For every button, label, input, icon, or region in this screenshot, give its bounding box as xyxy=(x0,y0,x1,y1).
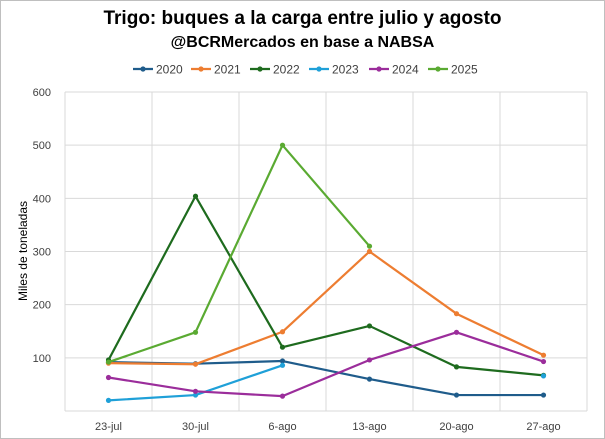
y-tick-label-500: 500 xyxy=(33,140,51,152)
series-2025 xyxy=(105,142,373,365)
data-point-2024-20-ago xyxy=(453,329,460,335)
y-tick-label-300: 300 xyxy=(33,247,51,259)
data-point-2024-30-jul xyxy=(192,388,199,394)
data-point-2025-6-ago xyxy=(279,142,286,148)
data-point-2022-13-ago xyxy=(366,323,373,329)
x-tick-label-23-jul: 23-jul xyxy=(95,421,122,433)
series-lines xyxy=(105,142,547,403)
legend-marker-2021 xyxy=(198,66,204,72)
data-point-2024-23-jul xyxy=(105,374,112,381)
legend-label-2023: 2023 xyxy=(332,63,359,77)
data-point-2025-13-ago xyxy=(366,243,373,249)
legend-marker-2020 xyxy=(140,66,146,72)
x-tick-label-6-ago: 6-ago xyxy=(268,421,296,433)
y-tick-label-600: 600 xyxy=(33,87,51,99)
legend-item-2022: 2022 xyxy=(250,63,300,77)
legend-marker-2024 xyxy=(376,66,382,72)
x-tick-label-13-ago: 13-ago xyxy=(352,421,386,433)
legend-label-2024: 2024 xyxy=(392,63,419,77)
data-point-2021-30-jul xyxy=(192,361,199,367)
x-tick-label-27-ago: 27-ago xyxy=(526,421,560,433)
data-point-2020-6-ago xyxy=(279,358,286,364)
legend-marker-2023 xyxy=(316,66,322,72)
data-point-2022-30-jul xyxy=(192,193,199,199)
chart-title: Trigo: buques a la carga entre julio y a… xyxy=(103,8,502,29)
data-point-2021-20-ago xyxy=(453,311,460,317)
data-point-2022-6-ago xyxy=(279,344,286,350)
series-line-2025-0 xyxy=(108,144,371,364)
series-line-2021-0 xyxy=(108,250,544,366)
y-axis-label: Miles de toneladas xyxy=(16,201,30,301)
legend: 2020 2021 2022 2023 2024 2025 xyxy=(133,63,478,77)
data-point-2021-6-ago xyxy=(279,329,286,335)
data-point-2025-23-jul xyxy=(105,359,112,365)
data-point-2022-20-ago xyxy=(453,364,460,370)
y-tick-label-100: 100 xyxy=(33,353,51,365)
legend-item-2024: 2024 xyxy=(369,63,419,77)
x-tick-label-20-ago: 20-ago xyxy=(439,421,473,433)
legend-item-2020: 2020 xyxy=(133,63,183,77)
data-point-2025-30-jul xyxy=(192,329,199,335)
data-point-2023-27-ago xyxy=(540,373,547,379)
data-point-2023-23-jul xyxy=(105,397,112,403)
data-point-2020-27-ago xyxy=(540,392,547,398)
data-point-2024-13-ago xyxy=(366,357,373,363)
legend-item-2023: 2023 xyxy=(309,63,359,77)
series-2024 xyxy=(105,329,547,399)
series-line-2024-0 xyxy=(108,331,544,398)
data-point-2020-20-ago xyxy=(453,392,460,398)
y-tick-label-200: 200 xyxy=(33,300,51,312)
data-point-2021-27-ago xyxy=(540,352,547,358)
legend-marker-2025 xyxy=(435,66,441,72)
data-point-2024-27-ago xyxy=(540,358,547,365)
legend-marker-2022 xyxy=(257,66,263,72)
y-tick-labels: 100 200 300 400 500 600 xyxy=(33,87,51,365)
x-tick-label-30-jul: 30-jul xyxy=(182,421,209,433)
data-point-2023-30-jul xyxy=(192,392,199,398)
series-line-2022-0 xyxy=(107,195,544,377)
data-point-2024-6-ago xyxy=(279,393,286,399)
series-2023 xyxy=(105,362,547,403)
data-point-2020-13-ago xyxy=(366,376,373,382)
legend-label-2021: 2021 xyxy=(214,63,241,77)
chart-subtitle: @BCRMercados en base a NABSA xyxy=(170,34,435,51)
legend-label-2025: 2025 xyxy=(451,63,478,77)
legend-label-2020: 2020 xyxy=(156,63,183,77)
x-tick-labels: 23-jul 30-jul 6-ago 13-ago 20-ago 27-ago xyxy=(95,421,561,433)
y-tick-label-400: 400 xyxy=(33,193,51,205)
legend-item-2021: 2021 xyxy=(191,63,241,77)
legend-label-2022: 2022 xyxy=(273,63,300,77)
grid-lines xyxy=(64,91,588,412)
data-point-2021-13-ago xyxy=(366,248,373,255)
legend-item-2025: 2025 xyxy=(428,63,478,77)
data-point-2023-6-ago xyxy=(279,362,286,368)
